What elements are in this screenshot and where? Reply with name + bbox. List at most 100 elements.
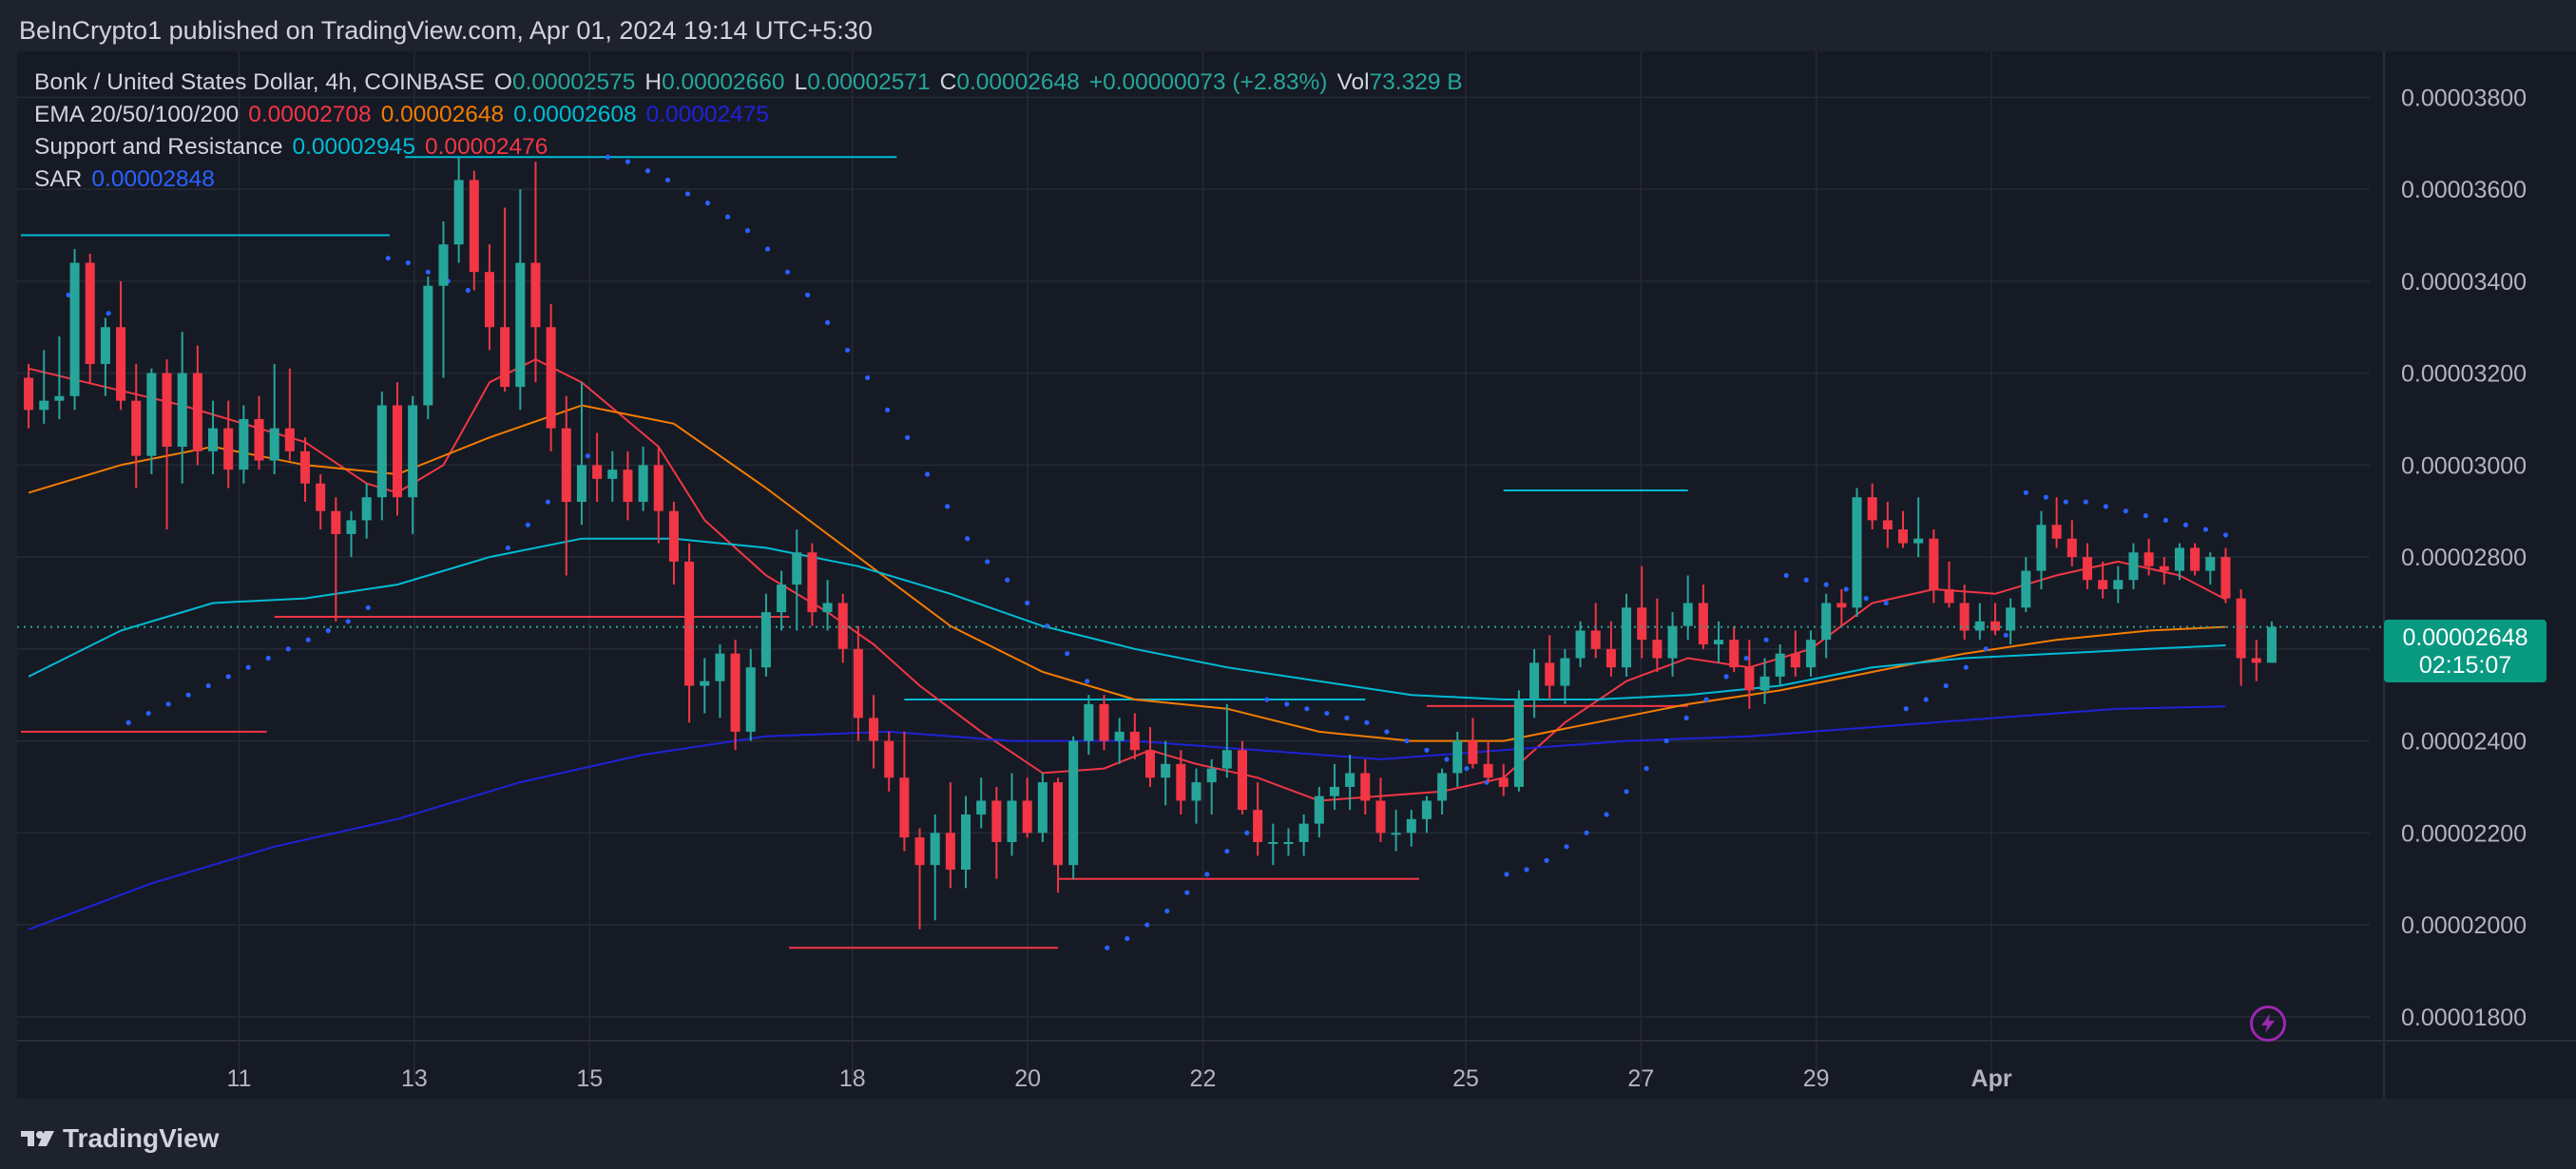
candle-body [1806,640,1817,668]
lightning-glyph [2261,1014,2275,1033]
candle-body [1652,640,1663,659]
bar-countdown: 02:15:07 [2418,652,2512,679]
candle [1191,768,1201,824]
candle-body [546,327,556,429]
x-tick-label: 22 [1190,1065,1217,1092]
candle [899,731,910,852]
sar-dot [1644,766,1649,772]
candle [530,162,541,383]
candlestick-chart[interactable]: 0.00003800 0.00003600 0.00003400 0.00003200… [17,51,2576,1099]
y-tick-label: 0.00002200 [2401,820,2527,847]
candle [69,249,80,411]
sar-dot [425,269,431,275]
candle [1667,612,1678,677]
candle-body [1682,603,1693,626]
candle [668,502,679,585]
close-label: C [939,69,957,95]
candle [1821,593,1832,659]
candle-body [1176,763,1186,801]
candle [546,304,556,451]
candle-body [1237,750,1247,811]
ema50-value: 0.00002648 [380,102,505,127]
sar-dot [2163,517,2168,523]
symbol-title[interactable]: Bonk / United States Dollar, 4h, COINBAS… [34,69,485,95]
last-price-tag: 0.00002648 02:15:07 [2384,620,2547,682]
sar-dot [1903,706,1909,712]
legend-sr-row[interactable]: Support and Resistance 0.00002945 0.000024… [34,131,557,163]
candle-body [1667,625,1678,659]
sar-dot [1204,872,1210,877]
ema-line-ema200 [28,705,2226,930]
candle-body [653,465,663,511]
candle-body [1529,662,1540,700]
chart-area[interactable]: 0.00003800 0.00003600 0.00003400 0.00003200… [17,51,2576,1099]
candle [2236,588,2246,686]
candle-body [2266,626,2277,663]
candle-body [1283,842,1294,844]
candle [1836,588,1847,626]
tradingview-logo[interactable]: TradingView [19,1121,219,1156]
candle-body [2036,525,2047,571]
candle [976,777,987,829]
sar-dot [145,710,151,717]
sar-dot [2023,489,2028,495]
candle [85,253,95,383]
sar-dot [525,522,530,527]
candle-body [331,510,341,534]
y-tick-label: 0.00002000 [2401,912,2527,939]
sar-dot [305,637,311,642]
legend-ema-row[interactable]: EMA 20/50/100/200 0.00002708 0.00002648 0.0… [34,99,779,131]
candle-body [561,428,571,503]
high-value: 0.00002660 [662,69,785,95]
x-tick-label: 13 [401,1065,428,1092]
candle-body [1114,731,1125,741]
sar-dot [724,214,731,220]
tradingview-logo-icon [21,1131,54,1146]
candle [1560,648,1570,704]
support-value: 0.00002476 [424,134,548,160]
candle [346,510,356,558]
candle-body [300,450,311,484]
lightning-icon[interactable] [2250,1006,2286,1042]
candle-body [1959,603,1970,631]
candle-body [146,373,157,456]
sar-dot [1324,710,1330,717]
candle [1852,488,1862,617]
candle-body [1099,703,1109,741]
y-tick-label: 0.00003200 [2401,361,2527,388]
candle-body [1775,653,1785,677]
candle-body [899,777,910,838]
tradingview-brand: TradingView [63,1123,220,1153]
candle [1744,640,1755,709]
candle [807,543,817,626]
sar-dot [285,646,291,652]
x-tick-label: 18 [839,1065,866,1092]
candle [1206,758,1217,814]
candle-body [24,377,34,411]
change-value: +0.00000073 (+2.83%) [1088,69,1328,95]
candle [254,395,264,470]
candle [1391,810,1401,852]
candle [2266,621,2277,663]
candle [515,189,526,411]
candle-body [1836,603,1847,608]
candle-body [1867,497,1877,521]
candle [300,437,311,503]
candle [1897,510,1909,548]
candle [1221,703,1232,778]
candle-body [1129,731,1140,751]
sar-dot [1604,812,1609,817]
legend-sar-row[interactable]: SAR 0.00002848 [34,163,224,196]
candle [945,782,955,889]
candle [423,277,433,419]
candle [1144,727,1156,787]
candle-body [1329,786,1339,796]
candle [2051,497,2062,548]
candle-body [1221,750,1232,769]
x-tick-label: 15 [576,1065,603,1092]
candle-body [1913,538,1924,544]
sar-dot [1703,697,1709,702]
sar-dot [1663,738,1669,744]
candle [623,450,633,521]
candle-body [730,653,740,732]
